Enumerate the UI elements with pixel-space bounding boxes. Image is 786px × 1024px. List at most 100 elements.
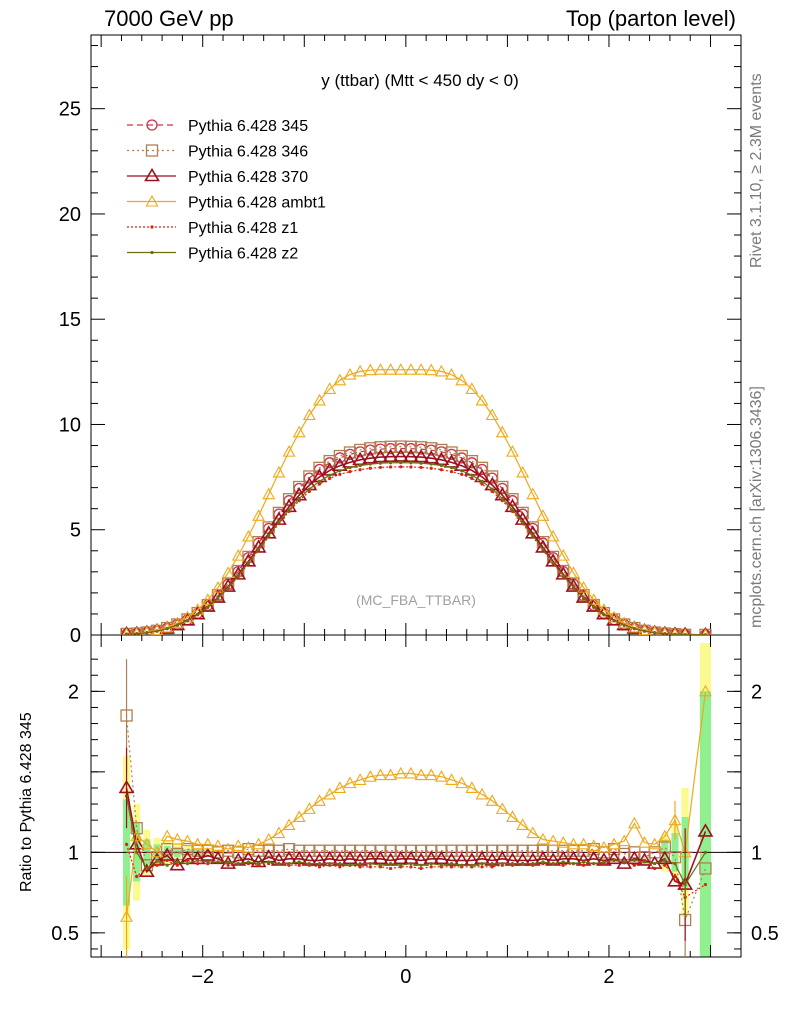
- main-point-z2: [165, 627, 169, 631]
- ratio-point-z2: [236, 862, 240, 866]
- main-point-ambt1: [211, 580, 225, 593]
- main-point-p370: [403, 448, 419, 462]
- main-point-z1: [449, 470, 454, 474]
- main-point-ambt1: [404, 363, 418, 375]
- main-point-p370: [700, 626, 711, 635]
- ratio-point-z1: [632, 863, 636, 867]
- ratio-error-bars: [125, 659, 686, 957]
- main-point-p370: [230, 566, 247, 580]
- main-point-ambt1: [150, 623, 164, 635]
- main-point-z2: [277, 520, 281, 524]
- ratio-point-ambt1: [627, 816, 641, 829]
- main-point-p370: [121, 625, 132, 635]
- main-point-z1: [328, 476, 332, 480]
- ratio-point-z2: [632, 858, 636, 863]
- main-point-z2: [399, 460, 403, 465]
- main-point-z2: [409, 461, 413, 465]
- ratio-point-z1: [196, 862, 200, 866]
- main-point-z2: [124, 632, 129, 635]
- ratio-point-ambt1: [526, 826, 540, 839]
- main-series-layer: [120, 363, 712, 635]
- ratio-point-z2: [307, 862, 311, 866]
- main-point-p346: [465, 454, 479, 468]
- main-point-ambt1: [384, 363, 398, 375]
- main-point-p346: [394, 440, 407, 453]
- main-point-z1: [389, 465, 393, 469]
- main-point-z2: [571, 585, 576, 590]
- ratio-point-ambt1: [323, 787, 337, 800]
- legend-marker-p345: [146, 119, 158, 131]
- ratio-point-z2: [277, 862, 281, 866]
- main-point-z1: [480, 482, 484, 486]
- main-point-z2: [653, 631, 657, 635]
- legend-item-p345: Pythia 6.428 345: [127, 118, 308, 135]
- main-y-tick-label: 0: [70, 625, 81, 647]
- ratio-point-p346: [699, 862, 712, 875]
- ratio-point-z1: [358, 865, 362, 869]
- ratio-point-ambt1: [556, 836, 570, 848]
- ratio-point-p346: [333, 844, 346, 857]
- main-y-tick-label: 10: [59, 414, 81, 436]
- ratio-point-z1: [480, 865, 484, 869]
- ratio-point-ambt1: [343, 776, 357, 789]
- ratio-point-ambt1: [465, 781, 479, 794]
- main-point-z2: [592, 605, 596, 609]
- ratio-point-p346: [557, 844, 570, 857]
- main-point-ambt1: [231, 548, 245, 561]
- legend-label-p346: Pythia 6.428 346: [188, 144, 308, 161]
- main-point-ambt1: [526, 487, 540, 500]
- ratio-point-z1: [297, 863, 301, 867]
- main-point-p370: [585, 598, 602, 612]
- main-point-z2: [510, 508, 515, 512]
- ratio-point-z2: [429, 862, 433, 866]
- main-point-z2: [632, 627, 636, 631]
- main-point-z2: [307, 487, 311, 491]
- main-point-z2: [460, 469, 464, 473]
- ratio-point-z2: [419, 863, 423, 867]
- main-point-z2: [216, 596, 220, 600]
- ratio-point-z2: [155, 858, 159, 863]
- ratio-point-z1: [673, 874, 677, 879]
- plot-title: y (ttbar) (Mtt < 450 dy < 0): [321, 71, 518, 90]
- ratio-point-ambt1: [333, 781, 347, 794]
- main-point-z2: [500, 496, 504, 501]
- ratio-point-z2: [703, 850, 708, 854]
- ratio-point-ambt1: [394, 766, 408, 779]
- main-point-p346: [445, 446, 458, 459]
- ratio-point-ambt1: [241, 840, 255, 853]
- ratio-point-p346: [567, 844, 580, 857]
- main-point-z2: [541, 547, 545, 551]
- main-point-z1: [317, 482, 322, 486]
- main-line-p346: [126, 445, 706, 635]
- ratio-point-ambt1: [282, 818, 296, 831]
- ratio-point-z2: [216, 860, 220, 864]
- main-point-p370: [210, 589, 226, 603]
- ratio-point-p346: [262, 844, 275, 857]
- ratio-point-z2: [653, 862, 657, 866]
- main-point-z2: [246, 560, 251, 565]
- ratio-point-z2: [389, 862, 393, 866]
- main-point-ambt1: [323, 382, 337, 394]
- ratio-point-ambt1: [353, 773, 367, 785]
- ratio-point-ambt1: [414, 768, 428, 781]
- main-point-z2: [378, 461, 383, 465]
- main-point-p370: [392, 448, 409, 462]
- ratio-point-z1: [317, 865, 322, 869]
- ratio-point-ambt1: [566, 837, 580, 850]
- ratio-point-z1: [368, 865, 372, 869]
- main-line-ambt1: [126, 369, 706, 635]
- ratio-point-p346: [618, 847, 631, 861]
- ratio-point-p346: [628, 846, 641, 859]
- ratio-point-p346: [394, 844, 407, 857]
- main-point-p370: [240, 553, 257, 567]
- ratio-point-z2: [500, 862, 504, 866]
- main-point-z1: [399, 465, 403, 469]
- main-point-ambt1: [660, 626, 670, 635]
- main-point-ambt1: [292, 425, 306, 438]
- main-point-ambt1: [627, 620, 641, 633]
- main-point-ambt1: [241, 529, 255, 542]
- ratio-y-tick-label-left: 2: [68, 681, 79, 703]
- main-point-z2: [551, 560, 555, 565]
- main-point-ambt1: [132, 626, 142, 635]
- main-point-p346: [313, 461, 326, 474]
